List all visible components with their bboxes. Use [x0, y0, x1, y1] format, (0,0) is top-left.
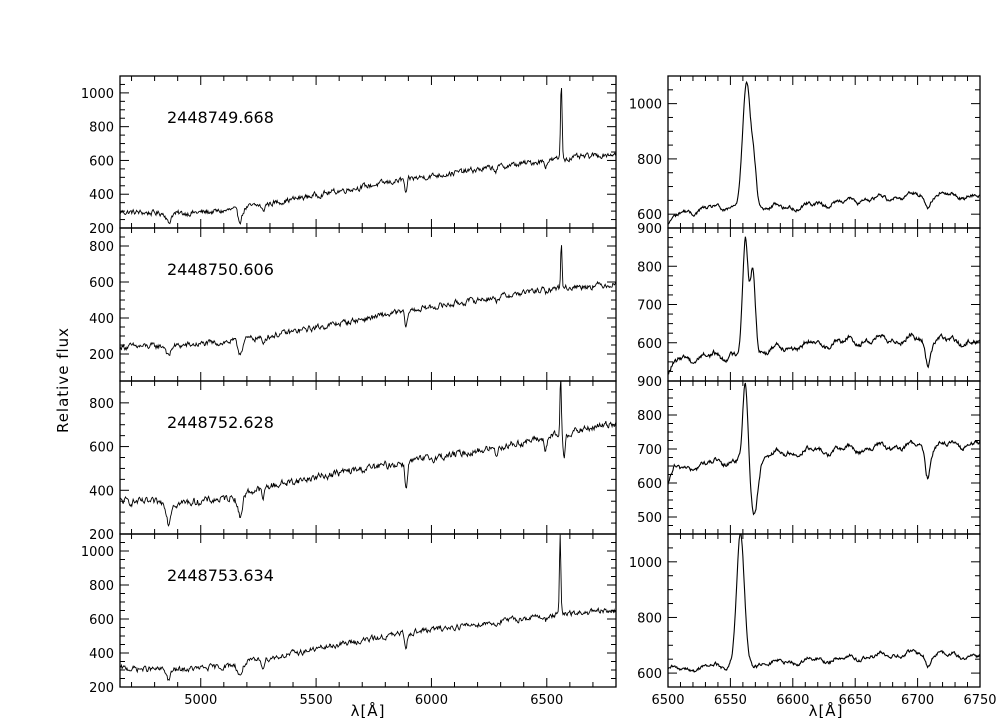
spectrum-panel: 500 600 700 800 900	[637, 375, 981, 535]
x-tick-label: 6550	[714, 693, 747, 708]
spectrum-line	[120, 87, 616, 225]
y-axis-title: Relative flux	[54, 327, 72, 433]
x-axis-title-right: λ[Å]	[809, 701, 844, 719]
y-tick-label: 700	[637, 299, 662, 314]
y-tick-label: 600	[89, 613, 114, 628]
x-tick-label: 6750	[963, 693, 996, 708]
panel-frame	[667, 227, 981, 382]
x-tick-label: 6000	[415, 693, 448, 708]
spectrum-panel: 200 400 600 800 1000 2448749.668	[81, 75, 617, 237]
y-tick-label: 600	[637, 208, 662, 223]
y-tick-label: 200	[89, 222, 114, 237]
y-tick-label: 200	[89, 528, 114, 543]
y-tick-label: 800	[89, 121, 114, 136]
y-tick-label: 600	[637, 337, 662, 352]
y-tick-label: 200	[89, 681, 114, 696]
x-axis-title-left: λ[Å]	[351, 701, 386, 719]
y-tick-label: 200	[89, 348, 114, 363]
y-tick-label: 800	[637, 611, 662, 626]
spectrum-panel: 600 800 1000	[629, 75, 981, 229]
y-tick-label: 800	[89, 579, 114, 594]
y-tick-label: 800	[637, 409, 662, 424]
spectrum-line	[120, 534, 616, 681]
y-tick-label: 1000	[81, 87, 114, 102]
y-tick-label: 900	[637, 375, 662, 390]
y-tick-label: 600	[89, 276, 114, 291]
y-tick-label: 700	[637, 443, 662, 458]
y-tick-label: 600	[637, 667, 662, 682]
observation-date-label: 2448750.606	[167, 260, 274, 279]
y-tick-label: 800	[89, 240, 114, 255]
x-tick-label: 6500	[530, 693, 563, 708]
spectrum-panel: 200 400 600 800 2448750.606	[89, 227, 617, 382]
spectrum-line	[668, 534, 980, 673]
spectrum-line	[120, 245, 616, 356]
y-tick-label: 800	[637, 153, 662, 168]
y-tick-label: 400	[89, 312, 114, 327]
x-tick-label: 6500	[651, 693, 684, 708]
panel-frame	[119, 533, 617, 688]
spectrum-line	[120, 381, 616, 527]
panel-frame	[119, 227, 617, 382]
x-tick-label: 5500	[300, 693, 333, 708]
spectrum-line	[668, 382, 980, 516]
x-tick-label: 6650	[839, 693, 872, 708]
y-tick-label: 800	[637, 260, 662, 275]
panel-grid: 20040060080010002448749.6682004006008002…	[81, 75, 997, 708]
spectrum-panel: 6500 6550 6600 6650 6700 6750 600 800 1000	[629, 533, 997, 708]
y-tick-label: 400	[89, 647, 114, 662]
y-tick-label: 600	[89, 154, 114, 169]
spectrum-line	[668, 80, 980, 225]
spectrum-panel: 600 700 800 900	[637, 222, 981, 382]
y-tick-label: 900	[637, 222, 662, 237]
y-tick-label: 400	[89, 484, 114, 499]
y-tick-label: 500	[637, 511, 662, 526]
y-tick-label: 600	[89, 441, 114, 456]
y-tick-label: 400	[89, 188, 114, 203]
spectrum-line	[668, 236, 980, 375]
x-tick-label: 6600	[776, 693, 809, 708]
x-tick-label: 5000	[184, 693, 217, 708]
spectrum-panel: 200 400 600 800 2448752.628	[89, 380, 617, 543]
y-tick-label: 1000	[81, 545, 114, 560]
panel-frame	[667, 533, 981, 688]
panel-frame	[119, 380, 617, 535]
spectrum-panel: 5000 5500 6000 6500 200 400 600 800 1000 2448753.…	[81, 533, 617, 708]
panel-frame	[119, 75, 617, 229]
y-tick-label: 800	[89, 397, 114, 412]
observation-date-label: 2448749.668	[167, 108, 274, 127]
observation-date-label: 2448753.634	[167, 566, 274, 585]
x-tick-label: 6700	[901, 693, 934, 708]
y-tick-label: 1000	[629, 556, 662, 571]
y-tick-label: 1000	[629, 98, 662, 113]
observation-date-label: 2448752.628	[167, 413, 274, 432]
y-tick-label: 600	[637, 477, 662, 492]
